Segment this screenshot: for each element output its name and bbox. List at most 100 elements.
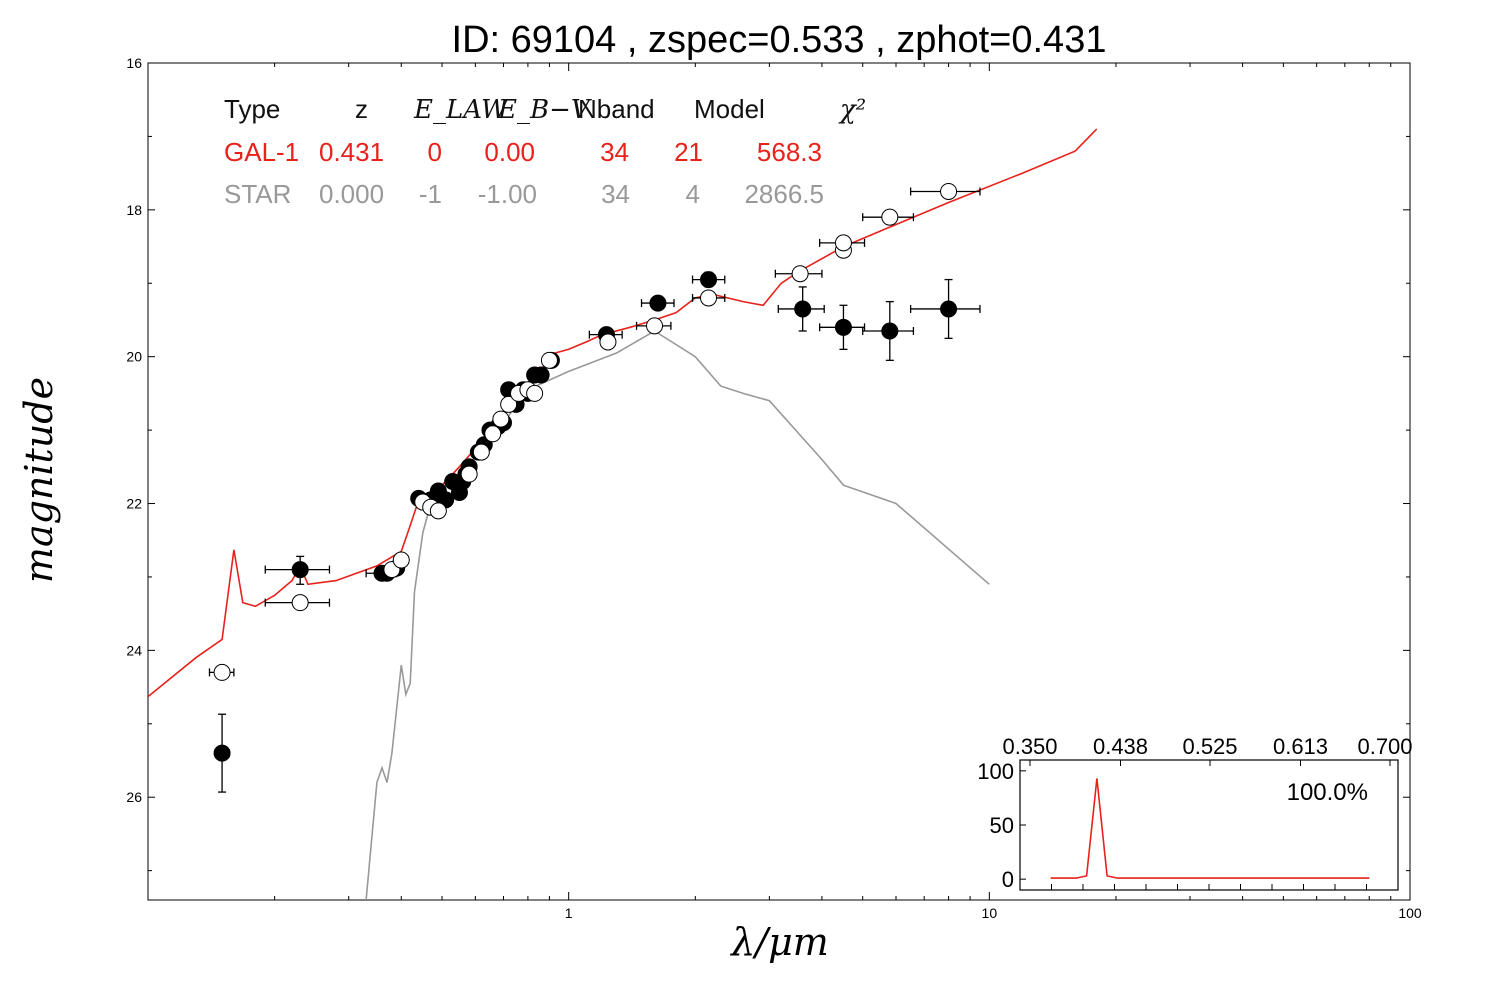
header-nband: Nband xyxy=(578,94,655,124)
model-marker xyxy=(646,317,664,335)
model-point xyxy=(691,289,726,307)
fit-table-header: Type z E_LAW E_B−V Nband Model χ² xyxy=(224,94,866,125)
x-tick-label: 1 xyxy=(565,905,573,921)
model-point xyxy=(472,443,490,461)
y-axis-label: magnitude xyxy=(17,377,61,583)
inset-x-ticks: 0.350 0.438 0.525 0.613 0.700 xyxy=(1002,734,1413,890)
inset-y-tick-label: 50 xyxy=(990,813,1014,838)
fit-table: Type z E_LAW E_B−V Nband Model χ² GAL-1 … xyxy=(224,94,866,209)
plot-area: 16 18 20 22 24 26 1 10 100 xyxy=(126,55,1421,921)
observed-point xyxy=(640,294,675,312)
x-tick-label: 10 xyxy=(982,905,998,921)
model-point xyxy=(492,410,510,428)
model-marker xyxy=(834,234,852,252)
model-point xyxy=(635,317,672,335)
observed-point xyxy=(862,300,915,362)
model-marker xyxy=(429,502,447,520)
plot-frame xyxy=(147,62,1411,901)
inset-series xyxy=(1050,778,1370,879)
model-marker xyxy=(472,443,490,461)
series-layer xyxy=(148,128,1098,900)
model-marker xyxy=(599,333,617,351)
inset-frame xyxy=(1019,759,1399,891)
model-marker xyxy=(213,663,231,681)
inset-y-tick-label: 0 xyxy=(1002,867,1014,892)
header-z: z xyxy=(355,94,368,124)
observed-point xyxy=(777,286,825,332)
observed-point xyxy=(909,278,981,339)
model-marker xyxy=(700,289,718,307)
model-point xyxy=(818,234,866,252)
star-elaw: -1 xyxy=(419,179,442,209)
inset-y-ticks: 100 50 0 xyxy=(977,759,1026,892)
chart-title: ID: 69104 , zspec=0.533 , zphot=0.431 xyxy=(452,19,1107,61)
gal-model: 21 xyxy=(674,137,703,167)
observed-point xyxy=(213,713,231,793)
gal-ebv: 0.00 xyxy=(484,137,535,167)
x-tick-label: 100 xyxy=(1398,905,1422,921)
pdz-line xyxy=(1050,778,1370,879)
model-marker xyxy=(881,208,899,226)
star-chi2: 2866.5 xyxy=(744,179,824,209)
fit-row-gal: GAL-1 0.431 0 0.00 34 21 568.3 xyxy=(224,137,822,167)
y-tick-label: 26 xyxy=(126,789,142,805)
model-marker xyxy=(392,551,410,569)
observed-point xyxy=(818,304,866,350)
x-axis-label: λ/μm xyxy=(729,920,829,964)
model-point xyxy=(526,384,544,402)
gal-chi2: 568.3 xyxy=(757,137,822,167)
observed-marker xyxy=(881,322,899,340)
inset-y-tick-label: 100 xyxy=(977,759,1014,784)
y-axis-ticks: 16 18 20 22 24 26 xyxy=(126,55,1410,872)
observed-marker xyxy=(532,366,550,384)
model-point xyxy=(460,465,478,483)
y-tick-label: 22 xyxy=(126,496,142,512)
model-point xyxy=(599,333,617,351)
inset-x-tick-label: 0.613 xyxy=(1273,734,1328,759)
series-line-star xyxy=(365,330,990,900)
observed-marker xyxy=(794,300,812,318)
model-point xyxy=(484,425,502,443)
header-model: Model xyxy=(694,94,765,124)
series-line-gal-1 xyxy=(148,128,1098,698)
model-marker xyxy=(291,594,309,612)
star-type: STAR xyxy=(224,179,291,209)
model-marker xyxy=(540,351,558,369)
y-tick-label: 16 xyxy=(126,55,142,71)
model-point xyxy=(208,663,235,681)
model-marker xyxy=(940,182,958,200)
y-tick-label: 20 xyxy=(126,349,142,365)
x-axis-ticks: 1 10 100 xyxy=(274,63,1422,921)
gal-nband: 34 xyxy=(600,137,629,167)
model-marker xyxy=(526,384,544,402)
inset-x-tick-label: 0.525 xyxy=(1182,734,1237,759)
inset-x-tick-label: 0.350 xyxy=(1002,734,1057,759)
observed-marker xyxy=(213,744,231,762)
gal-elaw: 0 xyxy=(428,137,442,167)
star-nband: 34 xyxy=(601,179,630,209)
y-tick-label: 18 xyxy=(126,202,142,218)
header-type: Type xyxy=(224,94,280,124)
observed-marker xyxy=(940,300,958,318)
observed-point xyxy=(691,271,726,289)
model-marker xyxy=(791,265,809,283)
observed-point xyxy=(532,366,550,384)
inset-x-tick-label: 0.438 xyxy=(1093,734,1148,759)
observed-marker xyxy=(291,561,309,579)
model-marker xyxy=(484,425,502,443)
model-point xyxy=(862,208,915,226)
series-clip-group xyxy=(148,128,1098,900)
header-elaw: E_LAW xyxy=(413,95,510,125)
gal-type: GAL-1 xyxy=(224,137,299,167)
inset-x-tick-label: 0.700 xyxy=(1357,734,1412,759)
pdz-inset: 0.350 0.438 0.525 0.613 0.700 100 50 0 100.0% xyxy=(977,734,1412,892)
gal-z: 0.431 xyxy=(319,137,384,167)
observed-marker xyxy=(834,318,852,336)
model-point xyxy=(264,594,331,612)
inset-annotation: 100.0% xyxy=(1287,779,1368,806)
model-point xyxy=(774,265,823,283)
model-point xyxy=(392,551,410,569)
model-point xyxy=(909,182,981,200)
model-point xyxy=(500,395,518,413)
